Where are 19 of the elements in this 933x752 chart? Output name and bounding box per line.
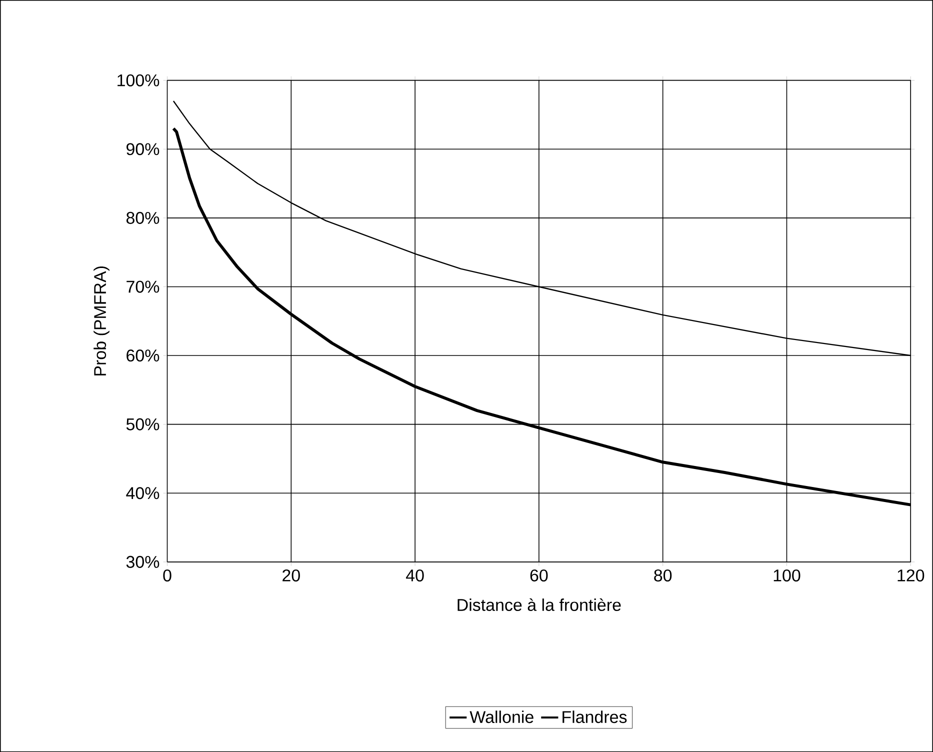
y-tick-label: 70% (126, 280, 160, 293)
x-tick-label: 60 (530, 569, 548, 582)
y-tick-label: 40% (126, 487, 160, 500)
legend-label: Wallonie (470, 710, 534, 723)
x-axis-title: Distance à la frontière (458, 598, 621, 611)
x-tick-label: 120 (898, 569, 924, 582)
y-tick-label: 80% (126, 212, 160, 224)
y-tick-label: 100% (118, 74, 160, 86)
x-tick-label: 0 (163, 569, 172, 582)
y-tick-label: 90% (126, 143, 160, 156)
x-tick-label: 100 (774, 569, 800, 582)
y-tick-label: 30% (126, 556, 160, 568)
y-tick-label: 50% (126, 418, 160, 430)
x-tick-label: 80 (654, 569, 672, 582)
y-axis-title: Prob (PMFRA) (94, 266, 110, 376)
legend-label: Flandres (562, 710, 627, 723)
x-tick-label: 20 (282, 569, 300, 582)
x-tick-label: 40 (406, 569, 424, 582)
y-tick-label: 60% (126, 349, 160, 362)
